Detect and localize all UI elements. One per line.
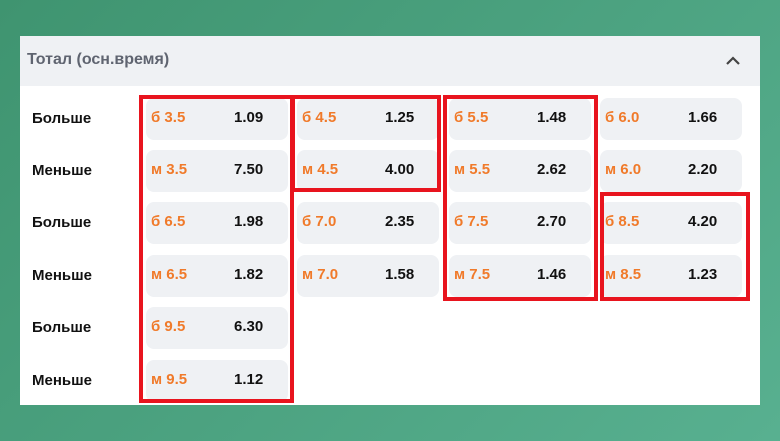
odds-value: 1.12 (234, 371, 264, 388)
odds-value: 1.25 (385, 109, 415, 126)
total-line: б 5.5 (454, 109, 489, 126)
total-line: м 6.5 (151, 266, 188, 283)
total-line: б 6.5 (151, 213, 186, 230)
odds-cell[interactable]: б 3.5 1.09 (146, 98, 288, 140)
odds-value: 1.66 (688, 109, 718, 126)
total-market-panel: Тотал (осн.время) Больше б 3.5 1.09 б 4.5 1.… (20, 36, 760, 405)
total-line: м 5.5 (454, 161, 491, 178)
total-line: м 3.5 (151, 161, 188, 178)
odds-value: 1.58 (385, 266, 415, 283)
row-label: Больше (32, 319, 92, 336)
odds-value: 6.30 (234, 318, 264, 335)
total-line: б 6.0 (605, 109, 640, 126)
odds-value: 2.62 (537, 161, 567, 178)
odds-cell[interactable]: м 7.0 1.58 (297, 255, 439, 297)
odds-value: 1.48 (537, 109, 567, 126)
row-label: Больше (32, 110, 92, 127)
odds-value: 1.46 (537, 266, 567, 283)
odds-cell[interactable]: б 5.5 1.48 (449, 98, 591, 140)
total-line: м 6.0 (605, 161, 642, 178)
highlight-box (291, 95, 441, 192)
odds-value: 2.35 (385, 213, 415, 230)
total-line: м 8.5 (605, 266, 642, 283)
odds-cell[interactable]: б 9.5 6.30 (146, 307, 288, 349)
highlight-box (600, 192, 750, 301)
market-title: Тотал (осн.время) (27, 51, 170, 68)
odds-value: 2.70 (537, 213, 567, 230)
total-line: м 7.5 (454, 266, 491, 283)
odds-cell[interactable]: б 6.5 1.98 (146, 202, 288, 244)
odds-value: 7.50 (234, 161, 264, 178)
row-label: Больше (32, 214, 92, 231)
odds-cell[interactable]: б 7.0 2.35 (297, 202, 439, 244)
highlight-box (139, 95, 294, 403)
total-line: б 7.5 (454, 213, 489, 230)
odds-cell[interactable]: б 7.5 2.70 (449, 202, 591, 244)
odds-value: 1.23 (688, 266, 718, 283)
total-line: б 8.5 (605, 213, 640, 230)
market-header[interactable]: Тотал (осн.время) (20, 36, 760, 86)
odds-cell[interactable]: м 3.5 7.50 (146, 150, 288, 192)
odds-cell[interactable]: б 4.5 1.25 (297, 98, 439, 140)
odds-cell[interactable]: б 6.0 1.66 (600, 98, 742, 140)
odds-cell[interactable]: м 5.5 2.62 (449, 150, 591, 192)
odds-cell[interactable]: м 6.0 2.20 (600, 150, 742, 192)
total-line: м 9.5 (151, 371, 188, 388)
total-line: м 4.5 (302, 161, 339, 178)
chevron-up-icon[interactable] (726, 54, 740, 68)
total-line: б 3.5 (151, 109, 186, 126)
odds-cell[interactable]: м 4.5 4.00 (297, 150, 439, 192)
odds-value: 1.82 (234, 266, 264, 283)
odds-cell[interactable]: м 9.5 1.12 (146, 360, 288, 402)
odds-value: 1.09 (234, 109, 264, 126)
odds-cell[interactable]: м 6.5 1.82 (146, 255, 288, 297)
odds-value: 2.20 (688, 161, 718, 178)
odds-value: 4.20 (688, 213, 718, 230)
odds-cell[interactable]: б 8.5 4.20 (600, 202, 742, 244)
odds-cell[interactable]: м 8.5 1.23 (600, 255, 742, 297)
total-line: м 7.0 (302, 266, 339, 283)
odds-cell[interactable]: м 7.5 1.46 (449, 255, 591, 297)
odds-value: 4.00 (385, 161, 415, 178)
total-line: б 9.5 (151, 318, 186, 335)
row-label: Меньше (32, 372, 92, 389)
odds-value: 1.98 (234, 213, 264, 230)
row-label: Меньше (32, 267, 92, 284)
total-line: б 4.5 (302, 109, 337, 126)
highlight-box (443, 95, 598, 301)
row-label: Меньше (32, 162, 92, 179)
total-line: б 7.0 (302, 213, 337, 230)
